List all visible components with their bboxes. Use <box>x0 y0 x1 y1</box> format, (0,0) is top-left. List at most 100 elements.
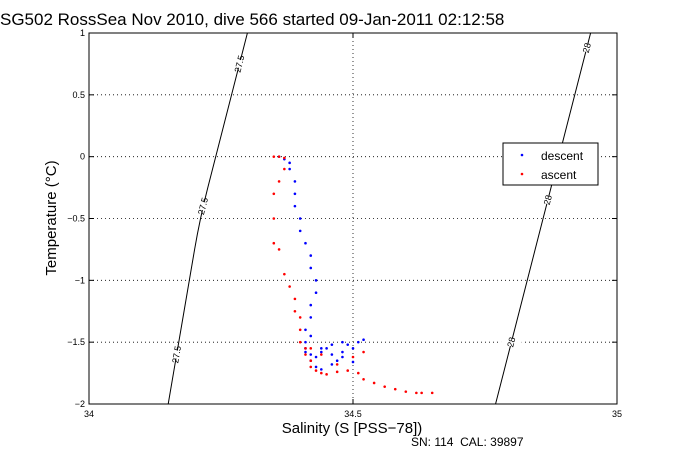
data-point-descent <box>356 340 360 344</box>
data-point-descent <box>341 350 344 354</box>
isopycnal-label-bg <box>192 199 214 213</box>
data-point-ascent <box>283 272 286 276</box>
data-point-ascent <box>298 316 302 319</box>
isopycnal-label-bg <box>166 348 188 361</box>
data-point-descent <box>320 347 323 350</box>
data-point-ascent <box>362 350 365 354</box>
data-point-descent <box>320 368 323 371</box>
isopycnal-label: 28 <box>505 336 517 348</box>
isopycnal-label-bg <box>228 57 251 71</box>
y-tick-label: 0 <box>80 152 85 162</box>
data-point-ascent <box>277 155 281 158</box>
data-point-descent <box>335 359 339 363</box>
isopycnal-line <box>495 32 592 405</box>
data-point-ascent <box>272 217 276 220</box>
data-point-ascent <box>298 340 302 344</box>
data-point-ascent <box>404 390 408 393</box>
data-point-ascent <box>277 248 281 251</box>
data-point-descent <box>309 316 313 319</box>
x-tick-label: 34.5 <box>344 409 362 419</box>
data-point-descent <box>288 161 291 165</box>
y-tick-label: −0.5 <box>67 214 85 224</box>
data-point-ascent <box>272 241 276 245</box>
data-point-ascent <box>304 347 307 350</box>
x-tick-label: 34 <box>84 409 94 419</box>
data-point-ascent <box>283 167 286 171</box>
data-point-descent <box>304 350 307 354</box>
data-point-ascent <box>335 370 339 374</box>
y-tick-label: 0.5 <box>72 90 85 100</box>
data-point-descent <box>288 167 291 171</box>
data-point-ascent <box>346 369 350 372</box>
data-point-ascent <box>356 371 360 375</box>
data-point-ascent <box>320 371 323 375</box>
data-point-descent <box>330 363 334 366</box>
y-tick-label: −1.5 <box>67 337 85 347</box>
legend-label-descent: descent <box>541 149 584 163</box>
y-tick-label: −2 <box>75 399 85 409</box>
data-point-descent <box>309 334 313 338</box>
data-point-ascent <box>272 192 276 196</box>
data-point-ascent <box>383 385 386 388</box>
data-point-descent <box>314 279 318 282</box>
data-point-ascent <box>298 328 302 332</box>
data-point-descent <box>293 180 297 183</box>
axis-ticks: 34 34.5 35 1 0.5 0 −0.5 −1 −1.5 −2 <box>67 28 622 419</box>
data-point-descent <box>293 204 297 208</box>
data-point-ascent <box>320 353 323 356</box>
data-point-ascent <box>415 391 418 395</box>
data-point-descent <box>309 303 313 307</box>
data-point-ascent <box>393 387 397 391</box>
plot-area: 27.5 27.5 27.5 28 28 28 34 34.5 35 1 0.5 0 −0.5 −1 −1… <box>67 28 622 419</box>
x-axis-label: Salinity (S [PSS−78]) <box>282 420 422 437</box>
data-point-ascent <box>277 180 281 183</box>
data-point-ascent <box>325 373 328 376</box>
isopycnal-label: 27.5 <box>170 345 183 364</box>
data-point-ascent <box>372 381 376 385</box>
legend-box <box>502 142 599 186</box>
legend: descent ascent <box>502 142 599 186</box>
data-point-descent <box>314 365 318 369</box>
data-point-descent <box>362 338 365 341</box>
data-point-descent <box>298 229 302 233</box>
isopycnal-label: 27.5 <box>196 196 210 215</box>
footer-serial-cal: SN: 114 CAL: 39897 <box>411 435 524 449</box>
data-point-ascent <box>335 363 339 366</box>
data-point-descent <box>309 353 313 356</box>
data-point-ascent <box>283 156 286 160</box>
data-point-descent <box>346 343 350 346</box>
data-point-descent <box>293 192 297 196</box>
data-point-descent <box>341 340 344 344</box>
isopycnal-line <box>167 32 248 405</box>
isopycnal-label: 27.5 <box>232 54 246 73</box>
data-point-ascent <box>314 369 318 372</box>
isopycnal-label-bg <box>576 41 598 55</box>
data-point-descent <box>330 353 334 356</box>
legend-marker-ascent <box>520 172 524 176</box>
data-point-ascent <box>293 309 297 313</box>
data-point-descent <box>298 217 302 220</box>
data-point-ascent <box>351 355 355 359</box>
data-point-ascent <box>272 155 276 158</box>
y-tick-label: 1 <box>80 28 85 38</box>
data-point-ascent <box>309 365 313 369</box>
data-point-descent <box>325 347 328 350</box>
data-point-ascent <box>309 359 313 363</box>
series-ascent <box>272 155 434 395</box>
isopycnal-contours: 27.5 27.5 27.5 28 28 28 <box>166 32 598 405</box>
isopycnal-label: 28 <box>581 42 593 54</box>
data-point-descent <box>314 355 318 359</box>
legend-marker-descent <box>520 153 524 157</box>
data-point-ascent <box>420 391 423 395</box>
data-point-descent <box>351 360 355 364</box>
chart-title: SG502 RossSea Nov 2010, dive 566 started… <box>0 10 504 29</box>
data-point-descent <box>304 241 307 245</box>
data-point-descent <box>330 343 334 346</box>
data-series <box>272 155 434 395</box>
data-point-descent <box>351 347 355 350</box>
data-point-descent <box>304 328 307 332</box>
isopycnal-label-bg <box>500 335 523 349</box>
data-point-descent <box>309 266 313 270</box>
y-tick-label: −1 <box>75 275 85 285</box>
